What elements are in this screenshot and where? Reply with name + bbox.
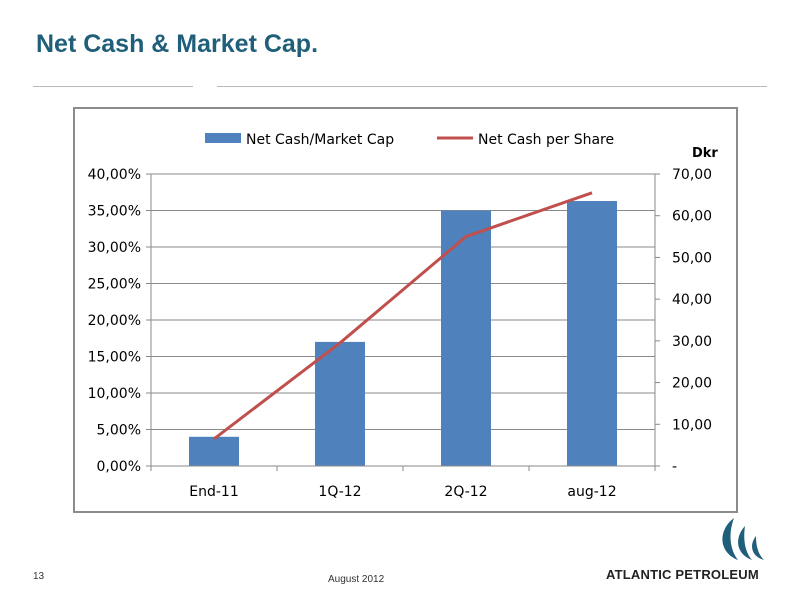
axes xyxy=(146,173,660,471)
left-tick-label: 0,00% xyxy=(97,459,141,475)
brand-name: ATLANTIC PETROLEUM xyxy=(606,567,759,582)
left-tick-label: 30,00% xyxy=(88,240,141,256)
legend-bar-swatch xyxy=(205,133,241,143)
right-tick-label: 30,00 xyxy=(672,334,712,350)
right-tick-label: 60,00 xyxy=(672,209,712,225)
legend: Net Cash/Market Cap Net Cash per Share xyxy=(205,132,614,148)
left-tick-label: 25,00% xyxy=(88,277,141,293)
net-cash-per-share-line xyxy=(213,191,593,441)
right-axis-label: Dkr xyxy=(692,146,718,161)
bar xyxy=(315,341,365,466)
page-number: 13 xyxy=(33,571,45,582)
right-tick-label: 10,00 xyxy=(672,417,712,433)
line-series xyxy=(213,191,593,441)
right-tick-label: 70,00 xyxy=(672,167,712,183)
bar xyxy=(189,436,239,466)
legend-line-label: Net Cash per Share xyxy=(478,132,614,148)
slide-title: Net Cash & Market Cap. xyxy=(36,30,319,58)
left-tick-label: 35,00% xyxy=(88,204,141,220)
tick-labels: 0,00% 5,00% 10,00% 15,00% 20,00% 25,00% 30,00%… xyxy=(88,167,712,500)
right-tick-label: 20,00 xyxy=(672,376,712,392)
bar xyxy=(441,210,491,466)
legend-bar-label: Net Cash/Market Cap xyxy=(246,132,394,148)
x-tick-label: 1Q-12 xyxy=(318,484,361,500)
left-tick-label: 15,00% xyxy=(88,350,141,366)
left-tick-label: 10,00% xyxy=(88,386,141,402)
title-divider-right xyxy=(217,86,767,87)
left-tick-label: 40,00% xyxy=(88,167,141,183)
bars xyxy=(189,201,617,466)
title-divider-left xyxy=(33,86,193,87)
left-tick-label: 5,00% xyxy=(97,423,141,439)
bar xyxy=(567,201,617,466)
right-tick-label: 50,00 xyxy=(672,250,712,266)
x-tick-label: End-11 xyxy=(189,484,238,500)
x-tick-label: 2Q-12 xyxy=(444,484,487,500)
right-tick-label: 40,00 xyxy=(672,292,712,308)
atlantic-petroleum-logo-icon xyxy=(722,518,764,560)
footer-date: August 2012 xyxy=(328,574,385,585)
left-tick-label: 20,00% xyxy=(88,313,141,329)
chart-frame xyxy=(73,107,738,513)
x-tick-label: aug-12 xyxy=(567,484,616,500)
right-tick-label: - xyxy=(672,459,677,475)
